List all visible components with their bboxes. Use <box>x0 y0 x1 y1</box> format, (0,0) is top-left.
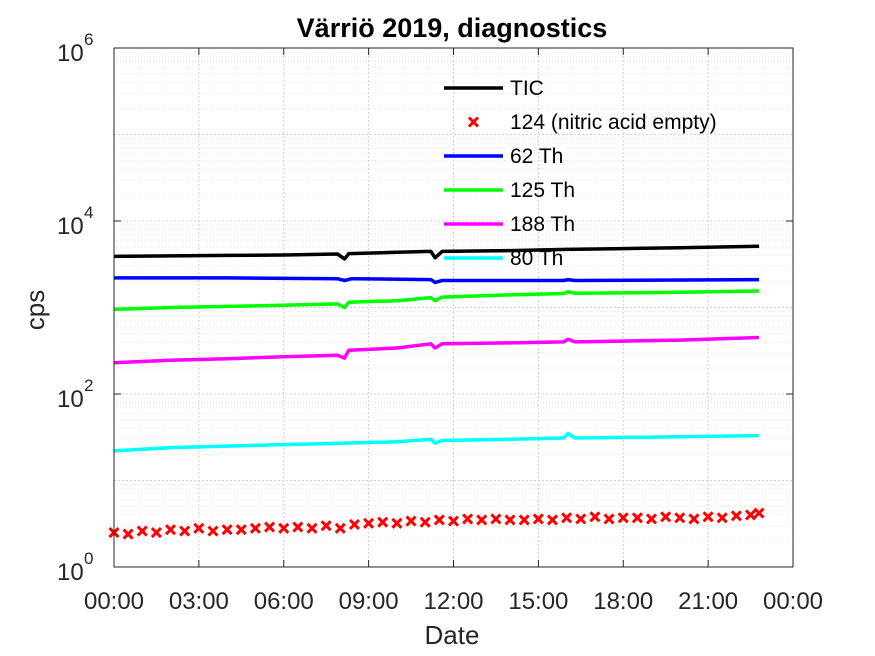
data-point-marker <box>165 524 177 536</box>
data-point-marker <box>561 512 573 524</box>
series-2 <box>114 276 760 285</box>
y-tick-exponent: 6 <box>84 30 93 49</box>
x-tick-label: 12:00 <box>423 588 483 615</box>
legend-label: 62 Th <box>510 145 563 168</box>
series-line <box>113 335 760 365</box>
legend-entry-5: 80 Th <box>444 247 563 270</box>
data-point-marker <box>150 527 162 539</box>
data-point-marker <box>405 515 417 527</box>
x-tick-label: 09:00 <box>339 588 399 615</box>
series-line <box>113 244 760 261</box>
data-point-marker <box>603 513 615 525</box>
data-point-marker <box>490 513 502 525</box>
legend-entry-0: TIC <box>444 77 544 100</box>
data-point-marker <box>306 522 318 534</box>
data-point-marker <box>476 514 488 526</box>
data-point-marker <box>447 515 460 527</box>
data-point-marker <box>518 514 530 526</box>
x-tick-label: 18:00 <box>593 588 653 615</box>
x-tick-label: 00:00 <box>763 588 823 615</box>
data-point-marker <box>264 521 276 533</box>
y-tick-label: 10 <box>57 386 84 413</box>
data-point-marker <box>617 512 629 524</box>
data-point-marker <box>136 525 148 537</box>
y-tick-exponent: 2 <box>84 376 93 395</box>
series-0 <box>113 244 760 261</box>
data-point-marker <box>688 513 700 525</box>
series-line <box>114 276 760 285</box>
legend-entry-1: 124 (nitric acid empty) <box>467 111 717 134</box>
data-point-marker <box>221 524 233 536</box>
data-point-marker <box>193 522 205 534</box>
x-tick-label: 06:00 <box>254 588 314 615</box>
legend-entry-3: 125 Th <box>444 179 575 202</box>
x-tick-label: 21:00 <box>678 588 738 615</box>
axis-ticks: 00:00 03:00 06:00 09:00 12:00 15:00 18:00 21:00… <box>57 30 823 615</box>
legend-entry-2: 62 Th <box>444 145 563 168</box>
series-layer <box>108 244 765 540</box>
legend: TIC 124 (nitric acid empty) 62 Th 125 Th 188… <box>444 77 717 270</box>
data-point-marker <box>278 522 290 534</box>
series-3 <box>113 289 760 312</box>
data-point-marker <box>235 524 247 536</box>
legend-swatch <box>467 116 480 128</box>
series-line <box>113 431 760 453</box>
legend-label: 124 (nitric acid empty) <box>510 111 717 134</box>
series-5 <box>113 431 760 453</box>
grid <box>113 47 794 568</box>
x-tick-label: 03:00 <box>169 588 229 615</box>
data-point-marker <box>631 512 643 524</box>
data-point-marker <box>433 514 445 526</box>
data-point-marker <box>122 528 134 540</box>
y-axis-label: cps <box>20 290 50 330</box>
data-point-marker <box>532 513 544 525</box>
data-point-marker <box>462 513 474 525</box>
y-tick-exponent: 4 <box>84 203 93 222</box>
x-tick-label: 15:00 <box>508 588 568 615</box>
data-point-marker <box>702 511 714 523</box>
data-point-marker <box>292 521 304 533</box>
data-point-marker <box>348 518 361 531</box>
legend-label: TIC <box>510 77 544 100</box>
data-point-marker <box>730 510 742 522</box>
legend-label: 80 Th <box>510 247 563 270</box>
data-point-marker <box>419 516 431 528</box>
data-point-marker <box>716 512 728 524</box>
series-line <box>113 289 760 312</box>
y-tick-label: 10 <box>57 40 84 67</box>
legend-label: 188 Th <box>510 213 575 236</box>
legend-entry-4: 188 Th <box>444 213 575 236</box>
data-point-marker <box>575 513 587 525</box>
data-point-marker <box>179 525 191 537</box>
data-point-marker <box>320 520 332 532</box>
data-point-marker <box>645 513 658 525</box>
data-point-marker <box>334 522 346 534</box>
x-axis-label: Date <box>425 620 480 650</box>
data-point-marker <box>589 511 601 523</box>
y-tick-label: 10 <box>57 213 84 240</box>
y-tick-exponent: 0 <box>84 549 93 568</box>
data-point-marker <box>504 514 516 526</box>
data-point-marker <box>753 507 765 519</box>
data-point-marker <box>391 517 403 529</box>
series-4 <box>113 335 760 365</box>
data-point-marker <box>745 509 757 521</box>
data-point-marker <box>660 511 672 523</box>
series-1 <box>108 507 765 540</box>
y-tick-label: 10 <box>57 559 84 586</box>
legend-label: 125 Th <box>510 179 575 202</box>
data-point-marker <box>377 516 389 528</box>
data-point-marker <box>207 525 219 537</box>
data-point-marker <box>249 522 262 534</box>
data-point-marker <box>546 514 559 526</box>
chart-title: Värriö 2019, diagnostics <box>297 13 608 43</box>
data-point-marker <box>674 512 686 524</box>
data-point-marker <box>363 517 375 529</box>
x-tick-label: 00:00 <box>84 588 144 615</box>
